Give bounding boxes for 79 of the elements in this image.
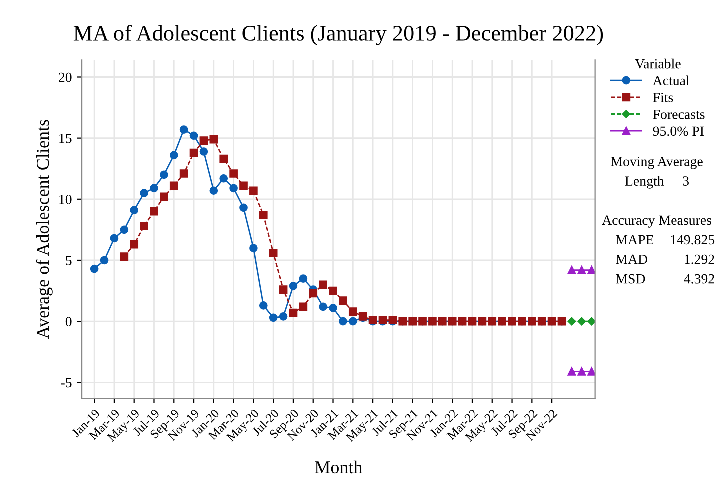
y-tick-label: 10 <box>60 194 72 204</box>
point <box>289 308 298 318</box>
point <box>200 148 208 156</box>
point <box>170 151 178 160</box>
point <box>578 266 586 274</box>
y-tick-label: 0 <box>66 317 72 327</box>
point <box>160 170 168 180</box>
point <box>240 182 248 190</box>
text: Moving Average <box>611 157 703 170</box>
point <box>150 184 158 193</box>
point <box>120 226 129 234</box>
point <box>170 182 178 190</box>
point <box>269 248 278 258</box>
point <box>130 240 139 249</box>
point <box>120 252 129 261</box>
text: MAD 1.292 <box>616 254 714 264</box>
point <box>329 304 338 312</box>
text: Length 3 <box>625 176 689 189</box>
y-axis-title: Average of Adolescent Clients <box>36 120 53 340</box>
point <box>190 148 198 158</box>
point <box>578 367 586 376</box>
point <box>160 192 168 202</box>
point <box>180 170 188 178</box>
point <box>299 302 308 312</box>
point <box>588 317 596 326</box>
point <box>150 207 158 216</box>
point <box>329 286 338 296</box>
point <box>210 186 218 196</box>
text: MAPE 149.825 <box>616 235 715 245</box>
point <box>220 174 228 183</box>
chart-title: MA of Adolescent Clients (January 2019 - December 2022) <box>74 25 604 46</box>
point <box>299 274 308 283</box>
point <box>180 126 188 134</box>
point <box>289 282 298 290</box>
point <box>230 184 238 193</box>
legend-title: Variable <box>635 58 681 69</box>
point <box>348 317 358 326</box>
text: Accuracy Measures <box>602 216 712 228</box>
point <box>140 222 148 230</box>
point <box>279 286 288 294</box>
point <box>140 189 148 198</box>
point <box>568 266 576 274</box>
point <box>250 186 258 196</box>
point <box>240 204 248 212</box>
point <box>259 302 268 310</box>
point <box>90 264 99 274</box>
point <box>319 302 328 312</box>
point <box>269 314 278 322</box>
legend-label: Forecasts <box>653 110 705 120</box>
y-tick-label: 20 <box>59 72 72 82</box>
point <box>259 211 268 220</box>
point <box>210 135 218 144</box>
point <box>339 317 348 326</box>
point <box>190 132 198 140</box>
point <box>130 206 139 215</box>
point <box>279 312 288 321</box>
point <box>250 244 258 252</box>
point <box>568 367 576 376</box>
point <box>319 280 328 290</box>
legend-label: Actual <box>652 76 690 86</box>
point <box>568 317 576 326</box>
x-axis-title: Month <box>315 460 363 474</box>
point <box>588 367 596 376</box>
point <box>100 256 109 265</box>
point <box>578 317 586 326</box>
point <box>588 266 596 274</box>
legend-label: Fits <box>653 93 674 102</box>
legend-label: 95.0% PI <box>653 126 704 136</box>
point <box>339 296 348 305</box>
point <box>230 170 238 178</box>
text: MSD 4.392 <box>616 274 714 284</box>
point <box>220 154 228 164</box>
y-tick-label: 15 <box>60 134 72 144</box>
point <box>200 136 208 145</box>
y-tick-label: -5 <box>61 378 72 388</box>
point <box>309 289 318 298</box>
point <box>110 234 119 243</box>
point <box>348 308 358 316</box>
y-tick-label: 5 <box>66 256 72 266</box>
